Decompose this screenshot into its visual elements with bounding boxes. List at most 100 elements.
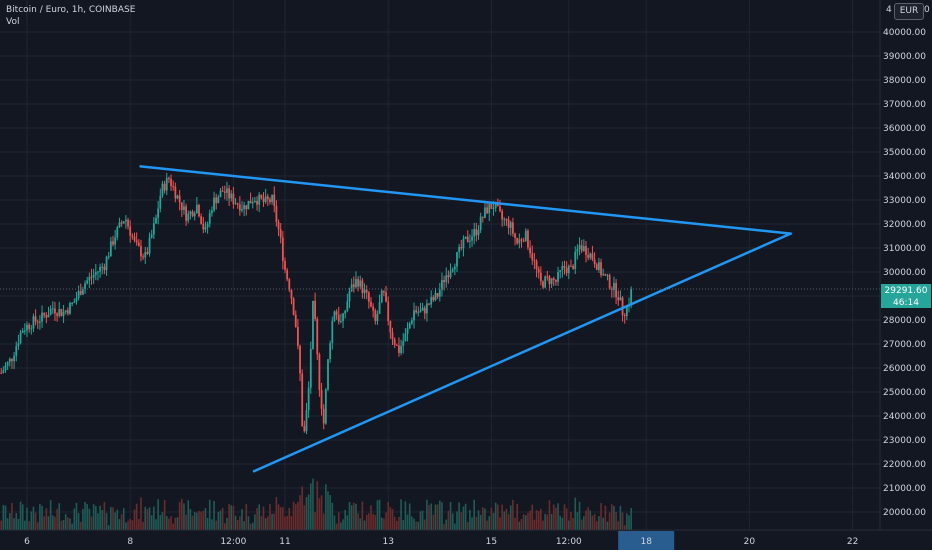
candle-body[interactable] (157, 208, 160, 218)
candle-body[interactable] (324, 389, 327, 424)
candle-body[interactable] (13, 355, 15, 362)
candle-body[interactable] (69, 302, 71, 314)
candle-body[interactable] (84, 283, 86, 290)
candle-body[interactable] (421, 307, 424, 311)
candle-body[interactable] (193, 213, 196, 217)
candle-body[interactable] (406, 328, 409, 334)
candle-body[interactable] (471, 236, 473, 241)
candle-body[interactable] (309, 348, 312, 388)
candle-body[interactable] (62, 311, 65, 316)
candle-body[interactable] (79, 290, 82, 295)
candle-body[interactable] (262, 198, 265, 202)
candle-body[interactable] (488, 203, 491, 214)
candle-body[interactable] (243, 205, 246, 210)
candle-body[interactable] (445, 275, 448, 283)
candle-body[interactable] (559, 270, 562, 272)
candle-body[interactable] (522, 240, 525, 242)
candle-body[interactable] (619, 297, 622, 301)
candle-body[interactable] (447, 275, 450, 278)
candle-body[interactable] (290, 289, 293, 299)
candle-body[interactable] (335, 311, 338, 315)
candle-body[interactable] (574, 251, 577, 269)
candle-body[interactable] (423, 307, 426, 314)
candle-body[interactable] (548, 276, 551, 285)
candle-body[interactable] (140, 245, 142, 257)
candle-body[interactable] (241, 209, 243, 211)
candle-body[interactable] (11, 358, 13, 362)
candle-body[interactable] (183, 206, 185, 210)
candle-body[interactable] (15, 346, 18, 356)
candle-body[interactable] (314, 300, 316, 320)
candle-body[interactable] (520, 239, 523, 241)
candle-body[interactable] (312, 300, 314, 349)
candle-body[interactable] (211, 210, 213, 214)
candle-body[interactable] (114, 237, 117, 245)
candle-body[interactable] (189, 211, 192, 214)
candle-body[interactable] (45, 315, 48, 318)
candle-body[interactable] (544, 276, 547, 288)
candle-body[interactable] (116, 227, 119, 238)
candle-body[interactable] (473, 229, 476, 237)
candle-body[interactable] (99, 266, 101, 272)
candle-body[interactable] (527, 230, 529, 248)
candle-body[interactable] (28, 324, 31, 329)
candle-body[interactable] (477, 230, 480, 236)
candle-body[interactable] (226, 188, 228, 193)
candle-body[interactable] (342, 313, 344, 322)
candle-body[interactable] (320, 390, 323, 409)
candle-body[interactable] (606, 275, 609, 277)
candle-body[interactable] (161, 183, 164, 196)
candle-body[interactable] (148, 237, 151, 254)
candle-body[interactable] (359, 280, 362, 287)
candle-body[interactable] (456, 252, 458, 267)
candle-body[interactable] (537, 269, 540, 273)
candle-body[interactable] (288, 279, 291, 290)
candle-body[interactable] (533, 259, 536, 262)
candle-body[interactable] (451, 269, 454, 272)
candle-body[interactable] (176, 195, 179, 199)
candle-body[interactable] (208, 213, 211, 224)
candle-body[interactable] (615, 282, 617, 298)
candle-body[interactable] (600, 262, 602, 276)
candle-body[interactable] (103, 266, 106, 271)
candle-body[interactable] (202, 223, 205, 230)
candle-body[interactable] (479, 216, 482, 231)
candle-body[interactable] (277, 221, 280, 230)
candle-body[interactable] (363, 289, 366, 294)
candle-body[interactable] (428, 303, 430, 305)
candle-body[interactable] (492, 207, 495, 209)
candle-body[interactable] (137, 242, 140, 246)
candle-body[interactable] (245, 205, 248, 210)
candle-body[interactable] (155, 217, 157, 224)
candle-body[interactable] (30, 328, 33, 330)
candle-body[interactable] (462, 238, 465, 249)
candle-body[interactable] (223, 191, 226, 193)
candle-body[interactable] (509, 222, 512, 228)
candle-body[interactable] (34, 316, 37, 322)
candle-body[interactable] (163, 183, 166, 191)
candle-body[interactable] (236, 203, 239, 205)
candle-body[interactable] (297, 327, 299, 346)
candle-body[interactable] (150, 234, 153, 238)
candle-body[interactable] (344, 310, 347, 314)
candle-body[interactable] (582, 246, 585, 251)
candle-body[interactable] (251, 202, 254, 204)
candle-body[interactable] (426, 303, 428, 314)
candle-body[interactable] (565, 267, 568, 274)
candle-body[interactable] (165, 177, 168, 191)
candle-body[interactable] (466, 236, 469, 242)
candle-body[interactable] (258, 194, 261, 205)
candle-body[interactable] (36, 321, 39, 323)
candle-body[interactable] (398, 345, 400, 354)
candle-body[interactable] (51, 308, 54, 310)
candle-body[interactable] (284, 261, 286, 270)
candle-body[interactable] (376, 313, 379, 321)
candle-body[interactable] (146, 252, 149, 254)
candle-body[interactable] (512, 222, 514, 234)
candle-body[interactable] (393, 339, 396, 345)
candle-body[interactable] (357, 279, 359, 287)
candle-body[interactable] (204, 227, 207, 230)
volume-legend-label[interactable]: Vol (6, 17, 20, 27)
candle-body[interactable] (391, 332, 394, 340)
candle-body[interactable] (484, 207, 486, 218)
